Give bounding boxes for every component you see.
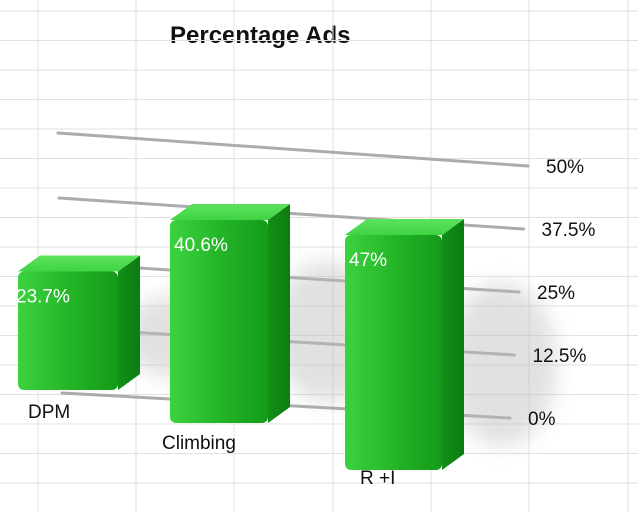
y-tick-label: 25% (537, 283, 575, 304)
bar-value-label: 47% (349, 250, 387, 271)
bar-side-face (118, 255, 140, 390)
y-tick-label: 37.5% (542, 220, 596, 241)
category-labels: DPM Climbing R +I (28, 402, 395, 489)
bar-top-face (170, 204, 290, 220)
y-tick-label: 12.5% (533, 346, 587, 367)
bar-value-label: 40.6% (174, 235, 228, 256)
bar-dpm: 23.7% (16, 255, 140, 390)
category-label: Climbing (162, 433, 236, 454)
bar-top-face (18, 255, 140, 272)
chart-title: Percentage Ads (170, 22, 351, 49)
y-tick-label: 0% (528, 409, 556, 430)
category-label: R +I (360, 468, 395, 489)
bar-front-face (170, 220, 268, 423)
bar-climbing: 40.6% (170, 204, 290, 423)
bar-front-face (345, 235, 442, 470)
bar-value-label: 23.7% (16, 287, 70, 308)
bar-front-face (18, 271, 118, 390)
bar-top-face (345, 219, 464, 235)
chart-bars: 23.7% 40.6% 47% (16, 204, 464, 470)
y-tick-label: 50% (546, 157, 584, 178)
bar-r-i: 47% (345, 219, 464, 470)
bar-shadow (447, 282, 557, 447)
bar-side-face (442, 219, 464, 470)
bar-side-face (268, 204, 290, 423)
gridline (56, 131, 530, 168)
category-label: DPM (28, 402, 70, 423)
y-tick-labels: 0% 12.5% 25% 37.5% 50% (528, 157, 595, 430)
